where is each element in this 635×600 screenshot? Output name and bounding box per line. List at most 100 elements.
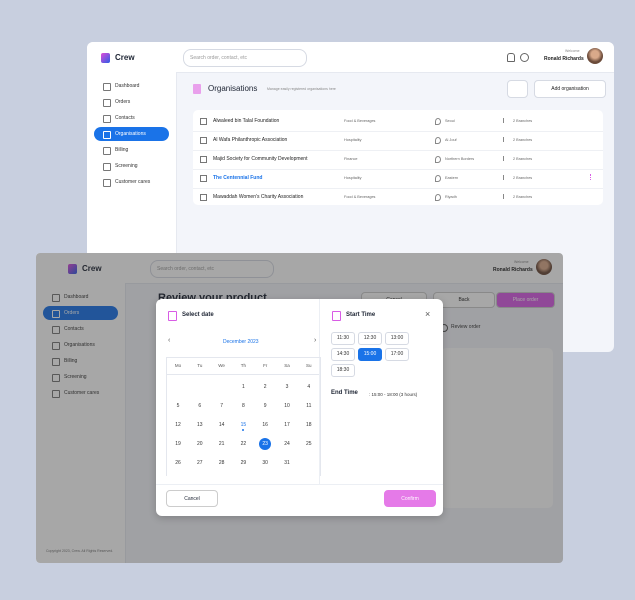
- nav-item[interactable]: Billing: [115, 147, 129, 153]
- nav-item[interactable]: Customer cares: [64, 390, 100, 396]
- search-box[interactable]: [150, 260, 274, 278]
- nav-icon: [103, 131, 111, 139]
- row-icon: [200, 118, 207, 125]
- nav-item[interactable]: Organisations: [64, 342, 95, 348]
- weekday: Mo: [174, 363, 182, 368]
- day[interactable]: 15: [240, 422, 247, 428]
- day[interactable]: 7: [220, 403, 223, 409]
- day[interactable]: 18: [306, 422, 312, 428]
- nav-item[interactable]: Dashboard: [115, 83, 140, 89]
- nav-item[interactable]: Dashboard: [64, 294, 89, 300]
- day[interactable]: 1: [242, 384, 245, 390]
- day[interactable]: 14: [218, 422, 225, 428]
- place-order-button[interactable]: Place order: [496, 292, 555, 308]
- day[interactable]: 10: [284, 403, 290, 409]
- modal-cancel[interactable]: Cancel: [166, 490, 218, 507]
- logo-text: Crew: [115, 53, 135, 62]
- day[interactable]: 22: [240, 441, 247, 447]
- org-name[interactable]: The Centennial Fund: [213, 175, 263, 181]
- branch-icon: [503, 118, 507, 123]
- day[interactable]: 28: [218, 460, 225, 466]
- weekday: Sa: [284, 363, 290, 368]
- org-location: Northern Borders: [445, 156, 475, 161]
- row-menu[interactable]: [590, 174, 592, 180]
- user-name: Ronald Richards: [493, 267, 533, 273]
- day[interactable]: 21: [218, 441, 225, 447]
- nav-icon: [52, 374, 60, 382]
- add-button[interactable]: Add organisation: [534, 80, 606, 98]
- day[interactable]: 6: [198, 403, 202, 409]
- next-month[interactable]: ›: [314, 337, 317, 344]
- day[interactable]: 31: [284, 460, 290, 466]
- time-chip[interactable]: [331, 364, 355, 377]
- weekday: Su: [306, 363, 312, 368]
- day[interactable]: 2: [263, 384, 267, 390]
- logo-text: Crew: [82, 264, 102, 273]
- time-chip[interactable]: [331, 348, 355, 361]
- day[interactable]: 13: [197, 422, 203, 428]
- org-branches: 2 Branches: [513, 156, 533, 161]
- nav-item[interactable]: Orders: [115, 99, 131, 105]
- location-icon: [435, 175, 441, 182]
- day[interactable]: 20: [197, 441, 203, 447]
- modal-confirm[interactable]: Confirm: [384, 490, 436, 507]
- time-chip[interactable]: [385, 348, 409, 361]
- org-location: Eastern: [445, 175, 459, 180]
- filter-button[interactable]: [507, 80, 528, 98]
- day[interactable]: 30: [262, 460, 268, 466]
- day[interactable]: 23: [262, 441, 268, 447]
- prev-month[interactable]: ‹: [168, 337, 171, 344]
- day[interactable]: 27: [197, 460, 203, 466]
- nav-icon: [103, 115, 111, 123]
- nav-item[interactable]: Contacts: [115, 115, 135, 121]
- day[interactable]: 24: [284, 441, 290, 447]
- add-label: Add organisation: [551, 86, 589, 92]
- user-name: Ronald Richards: [544, 56, 584, 62]
- day[interactable]: 11: [306, 403, 312, 409]
- day[interactable]: 9: [263, 403, 267, 409]
- search-placeholder: Search order, contact, etc: [190, 55, 247, 61]
- day[interactable]: 12: [175, 422, 181, 428]
- day[interactable]: 29: [240, 460, 247, 466]
- nav-item[interactable]: Screening: [115, 163, 138, 169]
- footer-divider: [156, 484, 443, 485]
- search-box[interactable]: [183, 49, 307, 67]
- nav-item[interactable]: Organisations: [115, 131, 146, 137]
- weekday: Th: [240, 363, 247, 368]
- nav-item[interactable]: Customer cares: [115, 179, 151, 185]
- weekday: We: [218, 363, 225, 368]
- day[interactable]: 3: [285, 384, 289, 390]
- settings-icon: [520, 53, 529, 62]
- day[interactable]: 16: [262, 422, 268, 428]
- row-divider: [193, 131, 603, 132]
- time-chip[interactable]: [385, 332, 409, 345]
- day[interactable]: 5: [176, 403, 180, 409]
- time-chip[interactable]: [358, 332, 382, 345]
- nav-item[interactable]: Contacts: [64, 326, 84, 332]
- close-button[interactable]: ×: [425, 309, 431, 319]
- nav-item[interactable]: Billing: [64, 358, 78, 364]
- time-chip[interactable]: [331, 332, 355, 345]
- day[interactable]: 8: [242, 403, 245, 409]
- org-icon: [193, 84, 201, 94]
- day[interactable]: 17: [284, 422, 290, 428]
- nav-item[interactable]: Orders: [64, 310, 80, 316]
- time-chip[interactable]: [358, 348, 382, 361]
- org-name[interactable]: Mawaddah Women's Charity Association: [213, 194, 304, 200]
- time-label: 11:30: [336, 335, 350, 341]
- sidebar: [36, 253, 126, 563]
- day[interactable]: 4: [307, 384, 311, 390]
- day[interactable]: 25: [306, 441, 312, 447]
- end-label: End Time: [331, 390, 358, 396]
- nav-icon: [103, 163, 111, 171]
- day[interactable]: 26: [175, 460, 181, 466]
- org-name[interactable]: Alwaleed bin Talal Foundation: [213, 118, 280, 124]
- org-branches: 2 Branches: [513, 118, 533, 123]
- org-name[interactable]: Al Wafa Philanthropic Association: [213, 137, 288, 143]
- org-branches: 2 Branches: [513, 194, 533, 199]
- day[interactable]: 19: [175, 441, 181, 447]
- date-modal: Select date ‹ › December 2023 Mo Tu We Th Fr Sa Su…: [156, 299, 443, 516]
- nav-item[interactable]: Screening: [64, 374, 87, 380]
- org-name[interactable]: Majid Society for Community Development: [213, 156, 308, 162]
